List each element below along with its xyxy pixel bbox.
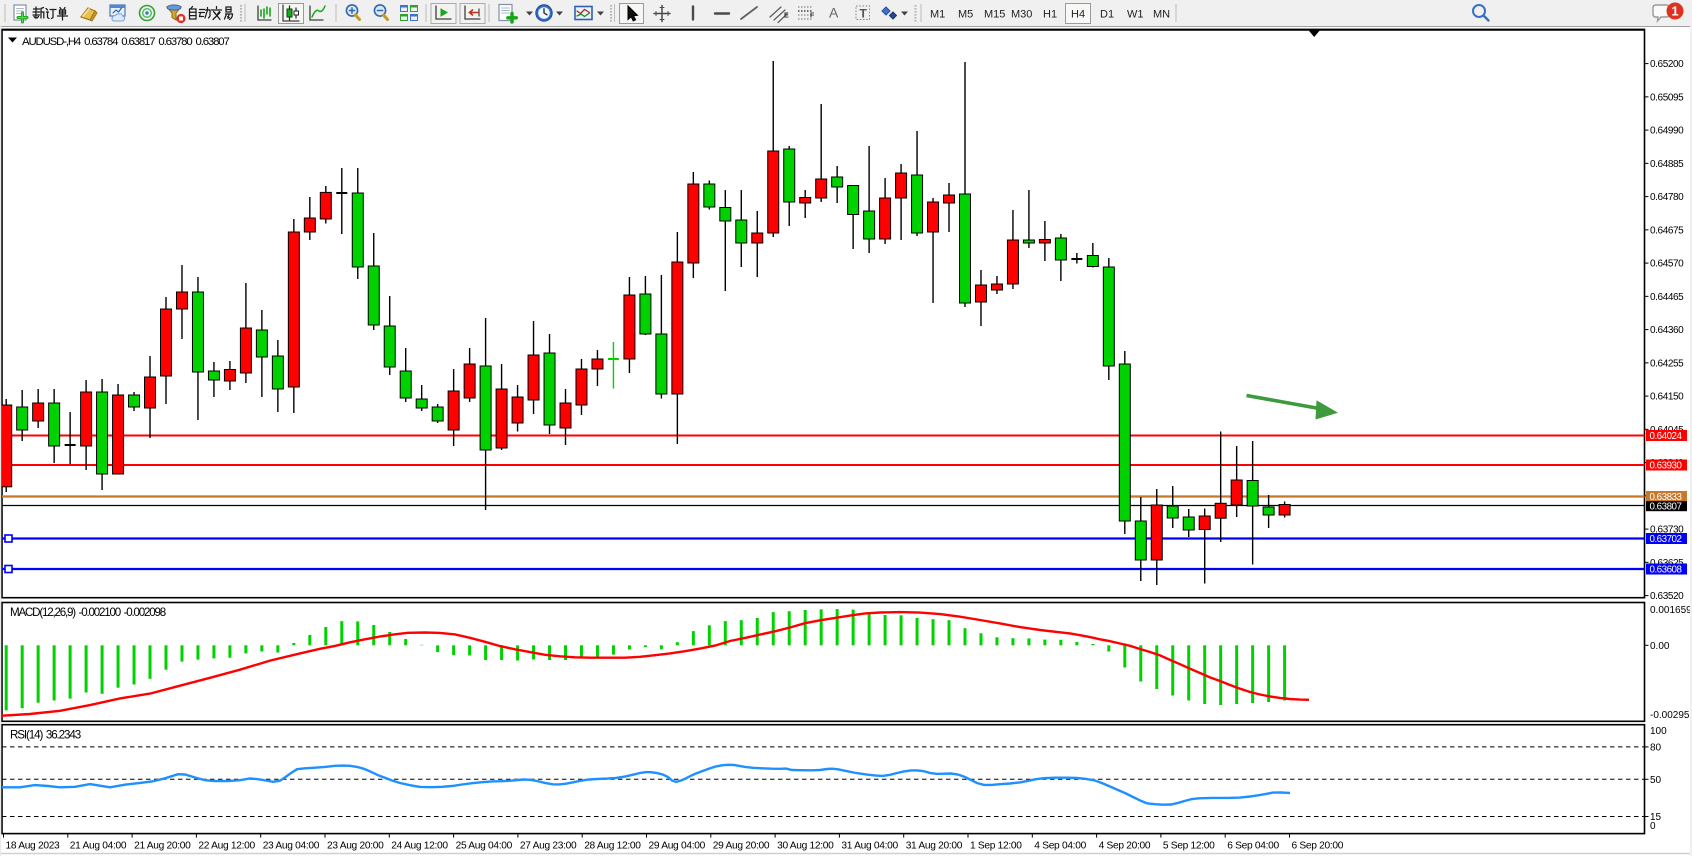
svg-text:0.65200: 0.65200 xyxy=(1650,59,1684,70)
svg-text:0.63833: 0.63833 xyxy=(1650,492,1683,503)
svg-text:0.65095: 0.65095 xyxy=(1650,92,1684,103)
svg-text:18 Aug 2023: 18 Aug 2023 xyxy=(6,841,61,852)
svg-text:AUDUSD-,H4 0.63784 0.63817 0.: AUDUSD-,H4 0.63784 0.63817 0.63780 0.638… xyxy=(22,36,229,48)
svg-text:24 Aug 12:00: 24 Aug 12:00 xyxy=(391,841,448,852)
svg-text:MACD(12,26,9) -0.002100 -0.002: MACD(12,26,9) -0.002100 -0.002098 xyxy=(10,606,166,619)
svg-text:80: 80 xyxy=(1650,742,1662,753)
svg-text:100: 100 xyxy=(1650,726,1667,737)
svg-text:0.64780: 0.64780 xyxy=(1650,192,1684,203)
svg-text:1: 1 xyxy=(1671,4,1678,19)
svg-text:50: 50 xyxy=(1650,775,1662,786)
svg-text:30 Aug 12:00: 30 Aug 12:00 xyxy=(777,841,834,852)
svg-text:21 Aug 04:00: 21 Aug 04:00 xyxy=(70,841,127,852)
svg-text:D1: D1 xyxy=(1100,9,1114,21)
svg-text:0.64255: 0.64255 xyxy=(1650,358,1684,369)
svg-text:H4: H4 xyxy=(1071,9,1085,21)
svg-text:F: F xyxy=(810,13,815,20)
svg-text:0.001659: 0.001659 xyxy=(1650,605,1692,616)
svg-text:21 Aug 20:00: 21 Aug 20:00 xyxy=(134,841,191,852)
svg-text:0.64885: 0.64885 xyxy=(1650,159,1684,170)
svg-text:0.63702: 0.63702 xyxy=(1650,534,1682,545)
svg-text:0.64675: 0.64675 xyxy=(1650,225,1684,236)
svg-text:0.64570: 0.64570 xyxy=(1650,259,1684,270)
svg-text:-0.002959: -0.002959 xyxy=(1650,710,1692,721)
svg-text:15: 15 xyxy=(1650,812,1662,823)
svg-text:1 Sep 12:00: 1 Sep 12:00 xyxy=(970,841,1022,852)
svg-text:25 Aug 04:00: 25 Aug 04:00 xyxy=(456,841,513,852)
svg-text:4 Sep 20:00: 4 Sep 20:00 xyxy=(1099,841,1151,852)
svg-text:0.63930: 0.63930 xyxy=(1650,460,1683,471)
svg-text:6 Sep 20:00: 6 Sep 20:00 xyxy=(1292,841,1344,852)
svg-text:0.64465: 0.64465 xyxy=(1650,292,1684,303)
svg-text:0.63625: 0.63625 xyxy=(1650,558,1684,569)
svg-text:28 Aug 12:00: 28 Aug 12:00 xyxy=(584,841,641,852)
svg-text:0.00: 0.00 xyxy=(1650,641,1670,652)
svg-text:0.64150: 0.64150 xyxy=(1650,392,1684,403)
svg-text:0.64990: 0.64990 xyxy=(1650,126,1684,137)
svg-text:RSI(14) 36.2343: RSI(14) 36.2343 xyxy=(10,728,81,741)
svg-text:MN: MN xyxy=(1153,9,1170,21)
svg-text:M5: M5 xyxy=(958,9,973,21)
svg-text:E: E xyxy=(784,13,789,20)
svg-text:M15: M15 xyxy=(984,9,1005,21)
svg-text:W1: W1 xyxy=(1127,9,1144,21)
svg-text:0.63730: 0.63730 xyxy=(1650,525,1684,536)
svg-text:27 Aug 23:00: 27 Aug 23:00 xyxy=(520,841,577,852)
svg-text:0.63608: 0.63608 xyxy=(1650,564,1683,575)
svg-text:29 Aug 04:00: 29 Aug 04:00 xyxy=(649,841,706,852)
svg-text:29 Aug 20:00: 29 Aug 20:00 xyxy=(713,841,770,852)
svg-text:0.63520: 0.63520 xyxy=(1650,591,1684,602)
svg-text:5 Sep 12:00: 5 Sep 12:00 xyxy=(1163,841,1215,852)
svg-text:31 Aug 20:00: 31 Aug 20:00 xyxy=(906,841,963,852)
svg-text:23 Aug 20:00: 23 Aug 20:00 xyxy=(327,841,384,852)
svg-text:M30: M30 xyxy=(1011,9,1032,21)
svg-text:T: T xyxy=(860,7,868,21)
svg-text:0.63807: 0.63807 xyxy=(1650,502,1682,513)
svg-text:23 Aug 04:00: 23 Aug 04:00 xyxy=(263,841,320,852)
svg-text:4 Sep 04:00: 4 Sep 04:00 xyxy=(1034,841,1086,852)
svg-text:M1: M1 xyxy=(930,9,945,21)
svg-text:0: 0 xyxy=(1650,821,1656,832)
svg-text:H1: H1 xyxy=(1043,9,1057,21)
svg-text:22 Aug 12:00: 22 Aug 12:00 xyxy=(198,841,255,852)
svg-text:A: A xyxy=(829,5,839,21)
svg-text:6 Sep 04:00: 6 Sep 04:00 xyxy=(1227,841,1279,852)
svg-text:0.64024: 0.64024 xyxy=(1650,431,1683,442)
svg-text:0.64360: 0.64360 xyxy=(1650,325,1684,336)
svg-text:31 Aug 04:00: 31 Aug 04:00 xyxy=(841,841,898,852)
